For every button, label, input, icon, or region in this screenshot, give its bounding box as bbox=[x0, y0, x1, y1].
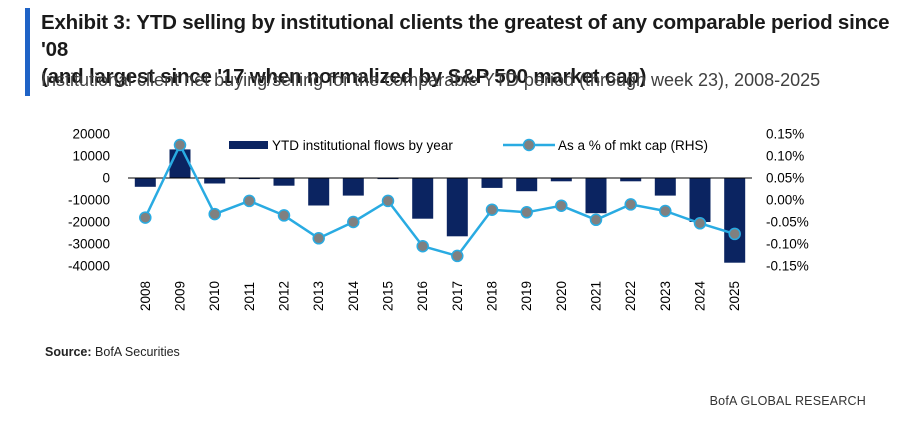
x-tick-label: 2012 bbox=[277, 281, 292, 311]
bar-2009 bbox=[169, 149, 191, 178]
x-tick-label: 2010 bbox=[207, 281, 222, 311]
point-2025 bbox=[728, 227, 741, 241]
bar-2023 bbox=[654, 178, 676, 196]
x-tick-label: 2011 bbox=[242, 282, 257, 311]
bar-2021 bbox=[585, 178, 607, 214]
chart-title-line-1: Exhibit 3: YTD selling by institutional … bbox=[41, 11, 890, 61]
y-right-tick-label: -0.15% bbox=[766, 259, 809, 274]
x-tick-label: 2025 bbox=[727, 281, 742, 311]
x-tick-label: 2016 bbox=[415, 281, 430, 311]
bar-2015 bbox=[377, 178, 399, 180]
y-left-tick-label: 20000 bbox=[72, 127, 110, 142]
x-tick-label: 2020 bbox=[554, 281, 569, 311]
x-tick-label: 2015 bbox=[381, 281, 396, 311]
point-2011 bbox=[243, 194, 256, 208]
chart-title-line-2: (and largest since '17 when normalized b… bbox=[41, 65, 647, 88]
x-tick-label: 2014 bbox=[346, 280, 361, 311]
bar-2011 bbox=[238, 178, 260, 180]
title-accent-bar bbox=[25, 8, 30, 96]
y-right-tick-label: 0.05% bbox=[766, 171, 804, 186]
bar-2025 bbox=[724, 178, 746, 263]
source-note: Source: BofA Securities bbox=[45, 345, 180, 359]
combo-chart: 20000 10000 0 -10000 -20000 -30000 -40000 0.15%… bbox=[68, 127, 809, 312]
bar-2012 bbox=[273, 178, 295, 186]
bar-2019 bbox=[516, 178, 538, 192]
point-2016 bbox=[416, 239, 429, 253]
point-2010 bbox=[208, 207, 221, 221]
source-label: Source: bbox=[45, 345, 92, 359]
legend-bar-swatch bbox=[229, 141, 268, 149]
footer-brand: BofA GLOBAL RESEARCH bbox=[709, 394, 866, 408]
bar-2008 bbox=[134, 178, 156, 187]
bar-2013 bbox=[308, 178, 330, 206]
chart-title: Exhibit 3: YTD selling by institutional … bbox=[41, 9, 891, 90]
y-left-tick-label: 10000 bbox=[72, 149, 110, 164]
y-left-tick-label: -40000 bbox=[68, 259, 110, 274]
x-tick-label: 2018 bbox=[485, 281, 500, 311]
point-2013 bbox=[312, 232, 325, 245]
point-2012 bbox=[277, 209, 291, 222]
point-2022 bbox=[624, 198, 637, 211]
legend-bar-label: YTD institutional flows by year bbox=[272, 138, 453, 153]
point-2020 bbox=[555, 199, 568, 212]
y-left-tick-label: -20000 bbox=[68, 215, 110, 230]
y-left-tick-label: -10000 bbox=[68, 193, 110, 208]
legend-line-marker bbox=[522, 138, 536, 152]
x-tick-label: 2009 bbox=[173, 281, 188, 311]
bar-2017 bbox=[446, 178, 468, 237]
x-tick-label: 2008 bbox=[138, 281, 153, 311]
point-2008 bbox=[139, 211, 152, 224]
y-right-tick-label: 0.15% bbox=[766, 127, 804, 142]
chart-subtitle: Institutional client net buying/selling … bbox=[41, 70, 821, 90]
bar-2018 bbox=[481, 178, 503, 188]
x-tick-label: 2017 bbox=[450, 281, 465, 311]
point-2023 bbox=[659, 204, 672, 218]
bar-2020 bbox=[550, 178, 572, 182]
x-tick-label: 2022 bbox=[623, 281, 638, 311]
point-2017 bbox=[451, 249, 464, 263]
point-2024 bbox=[693, 217, 707, 230]
y-right-tick-label: -0.10% bbox=[766, 237, 809, 252]
point-2014 bbox=[347, 215, 360, 229]
line-mkt-cap-pct bbox=[144, 143, 736, 258]
point-2018 bbox=[485, 203, 499, 216]
point-2009 bbox=[173, 138, 187, 152]
x-tick-label: 2021 bbox=[589, 281, 604, 311]
x-tick-label: 2013 bbox=[311, 281, 326, 311]
x-tick-label: 2019 bbox=[519, 281, 534, 311]
point-2019 bbox=[520, 206, 533, 219]
point-2015 bbox=[381, 194, 395, 208]
bar-2024 bbox=[689, 178, 711, 222]
y-right-tick-label: 0.10% bbox=[766, 149, 804, 164]
point-2021 bbox=[589, 213, 603, 227]
x-tick-label: 2024 bbox=[693, 280, 708, 311]
y-right-tick-label: 0.00% bbox=[766, 193, 804, 208]
bar-2022 bbox=[620, 178, 642, 182]
y-right-tick-label: -0.05% bbox=[766, 215, 809, 230]
x-tick-label: 2023 bbox=[658, 281, 673, 311]
legend-line-label: As a % of mkt cap (RHS) bbox=[558, 138, 708, 153]
bar-2014 bbox=[342, 178, 364, 196]
bar-2010 bbox=[204, 178, 226, 184]
source-text: BofA Securities bbox=[95, 345, 180, 359]
y-left-tick-label: 0 bbox=[102, 171, 110, 186]
bar-2016 bbox=[412, 178, 434, 219]
y-left-tick-label: -30000 bbox=[68, 237, 110, 252]
